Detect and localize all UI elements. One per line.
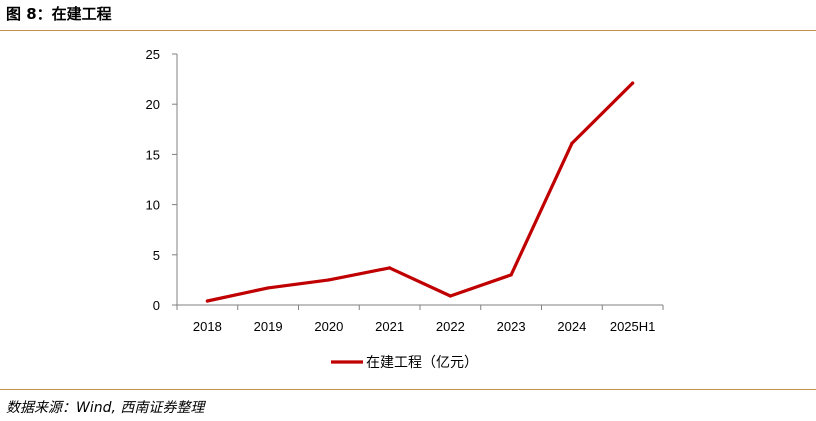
legend-label: 在建工程（亿元）: [366, 355, 478, 371]
legend: 在建工程（亿元）: [331, 355, 478, 371]
y-tick-label: 5: [153, 248, 160, 263]
y-tick-label: 15: [146, 147, 160, 162]
x-tick-label: 2022: [436, 319, 465, 334]
series-layer: [205, 81, 635, 303]
x-tick-label: 2023: [497, 319, 526, 334]
y-axis: 0 5 10 15 20 25: [146, 47, 178, 313]
data-point: [205, 299, 209, 303]
top-rule: [0, 30, 816, 31]
x-tick-label: 2024: [557, 319, 586, 334]
x-tick-label: 2019: [254, 319, 283, 334]
x-tick-label: 2020: [314, 319, 343, 334]
x-tick-label: 2025H1: [610, 319, 656, 334]
figure-title: 图 8：在建工程: [6, 5, 112, 23]
series-line: [205, 81, 635, 303]
x-tick-label: 2021: [375, 319, 404, 334]
data-point: [266, 286, 270, 290]
y-tick-label: 25: [146, 47, 160, 62]
data-point: [509, 273, 513, 277]
data-point: [388, 266, 392, 270]
bottom-rule: [0, 389, 816, 390]
source-note: 数据来源：Wind, 西南证券整理: [6, 400, 205, 416]
data-point: [631, 81, 635, 85]
data-point: [448, 294, 452, 298]
data-point: [570, 141, 574, 145]
y-tick-label: 0: [153, 298, 160, 313]
x-axis: 2018 2019 2020 2021 2022 2023 2024 2025H1: [176, 304, 664, 334]
data-point: [327, 278, 331, 282]
x-tick-label: 2018: [193, 319, 222, 334]
y-tick-label: 20: [146, 97, 160, 112]
y-tick-label: 10: [146, 198, 160, 213]
